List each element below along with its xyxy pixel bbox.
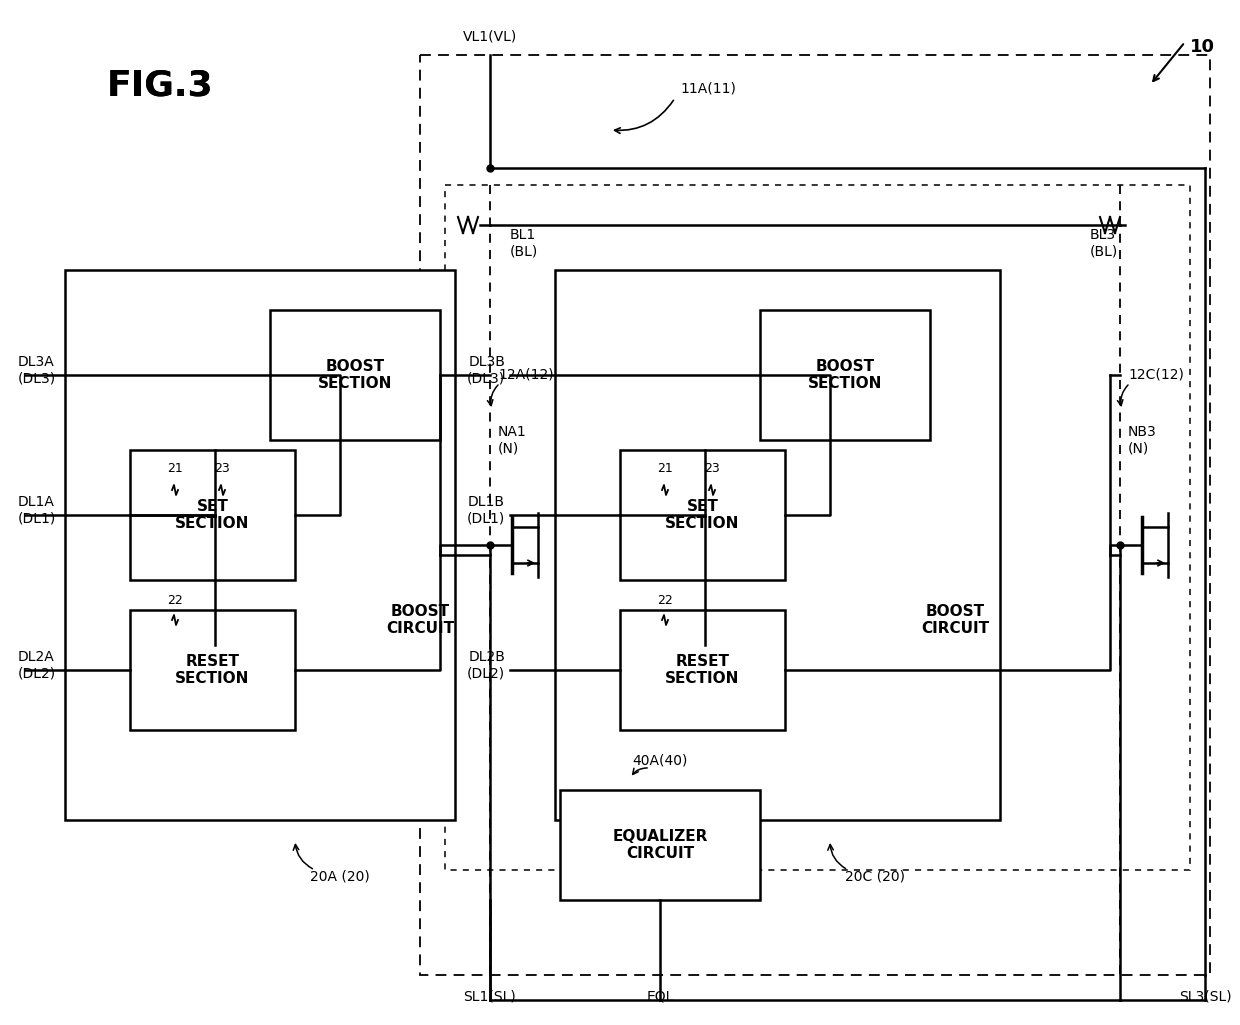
Text: 20A (20): 20A (20) [310,870,370,884]
Text: SET
SECTION: SET SECTION [175,499,249,531]
Bar [445,184,1190,870]
Text: 23: 23 [704,461,720,475]
Text: VL1(VL): VL1(VL) [463,30,517,44]
Text: 20C (20): 20C (20) [844,870,905,884]
Bar [420,55,1210,975]
Text: EQUALIZER
CIRCUIT: EQUALIZER CIRCUIT [613,829,708,861]
Text: DL2B
(DL2): DL2B (DL2) [467,650,505,681]
Text: NA1
(N): NA1 (N) [498,425,527,455]
Text: EQL: EQL [646,990,673,1004]
Text: DL3B
(DL3): DL3B (DL3) [467,355,505,385]
Bar [64,270,455,820]
Text: 22: 22 [167,593,182,607]
Text: 11A(11): 11A(11) [680,81,735,95]
Text: DL3A
(DL3): DL3A (DL3) [19,355,56,385]
Text: 10: 10 [1190,38,1215,56]
Text: FIG.3: FIG.3 [107,68,213,102]
Text: 12A(12): 12A(12) [498,368,553,382]
Text: RESET
SECTION: RESET SECTION [175,654,249,686]
Bar [556,270,999,820]
Bar [620,610,785,730]
Text: 21: 21 [167,461,182,475]
Text: DL1A
(DL1): DL1A (DL1) [19,495,56,525]
Text: NB3
(N): NB3 (N) [1128,425,1157,455]
Bar [130,610,295,730]
Text: 40A(40): 40A(40) [632,754,688,768]
Text: BOOST
SECTION: BOOST SECTION [317,359,392,392]
Text: BOOST
SECTION: BOOST SECTION [807,359,882,392]
Text: BOOST
CIRCUIT: BOOST CIRCUIT [921,604,990,637]
Text: DL1B
(DL1): DL1B (DL1) [466,495,505,525]
Text: DL2A
(DL2): DL2A (DL2) [19,650,56,681]
Text: 23: 23 [215,461,229,475]
Text: BL1
(BL): BL1 (BL) [510,228,538,258]
Text: BOOST
CIRCUIT: BOOST CIRCUIT [386,604,454,637]
Text: 21: 21 [657,461,673,475]
Text: SL3(SL): SL3(SL) [1179,990,1231,1004]
Text: BL3
(BL): BL3 (BL) [1090,228,1118,258]
Text: FIG.3: FIG.3 [107,68,213,102]
Bar [560,790,760,900]
Text: 12C(12): 12C(12) [1128,368,1184,382]
Text: SET
SECTION: SET SECTION [666,499,740,531]
Bar [620,450,785,580]
Text: RESET
SECTION: RESET SECTION [666,654,740,686]
Text: SL1(SL): SL1(SL) [464,990,516,1004]
Bar [760,310,930,440]
Text: 22: 22 [657,593,673,607]
Bar [130,450,295,580]
Bar [270,310,440,440]
